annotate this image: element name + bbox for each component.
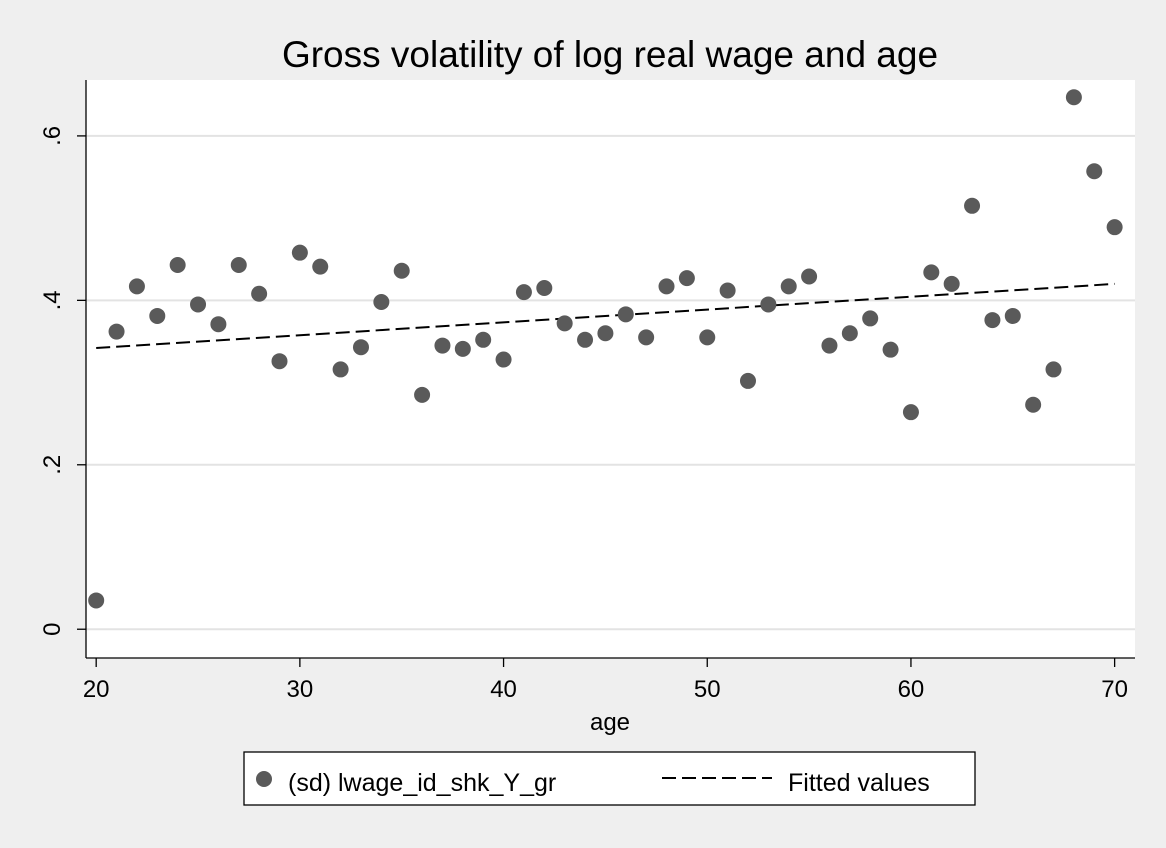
- scatter-point: [373, 293, 390, 310]
- x-tick-label: 20: [83, 676, 110, 703]
- legend-marker-icon: [256, 771, 272, 787]
- legend-box: [243, 751, 976, 806]
- scatter-point: [638, 329, 655, 346]
- scatter-point: [577, 331, 594, 348]
- scatter-point: [393, 262, 410, 279]
- scatter-point: [821, 337, 838, 354]
- scatter-point: [88, 592, 105, 609]
- scatter-point: [149, 307, 166, 324]
- scatter-point: [475, 331, 492, 348]
- scatter-point: [108, 323, 125, 340]
- scatter-point: [597, 325, 614, 342]
- fitted-line-layer: [96, 282, 1115, 350]
- x-tick-label: 30: [287, 676, 314, 703]
- scatter-point: [332, 361, 349, 378]
- scatter-point: [1106, 219, 1123, 236]
- y-tick-label: .2: [39, 455, 66, 475]
- x-axis-ticks: 20 30 40 50 60 70: [83, 658, 1128, 703]
- scatter-point: [536, 280, 553, 297]
- scatter-point: [251, 285, 268, 302]
- scatter-point: [1025, 396, 1042, 413]
- plot-area: [86, 80, 1135, 658]
- scatter-point: [760, 296, 777, 313]
- y-tick-label: .6: [39, 126, 66, 146]
- scatter-point: [739, 372, 756, 389]
- scatter-point: [291, 244, 308, 261]
- x-tick-label: 50: [694, 676, 721, 703]
- chart-title: Gross volatility of log real wage and ag…: [282, 34, 938, 75]
- scatter-point: [780, 278, 797, 295]
- legend-label-scatter: (sd) lwage_id_shk_Y_gr: [288, 769, 556, 797]
- scatter-point: [556, 315, 573, 332]
- fitted-line: [96, 282, 1115, 350]
- scatter-point: [841, 325, 858, 342]
- scatter-point: [678, 270, 695, 287]
- scatter-point: [169, 256, 186, 273]
- legend: (sd) lwage_id_shk_Y_gr Fitted values: [243, 751, 976, 806]
- scatter-point: [190, 296, 207, 313]
- scatter-point: [964, 197, 981, 214]
- scatter-point: [902, 404, 919, 421]
- x-axis-label: age: [590, 709, 630, 736]
- scatter-point: [312, 258, 329, 275]
- y-tick-label: 0: [39, 623, 66, 636]
- x-tick-label: 40: [490, 676, 517, 703]
- scatter-point: [801, 268, 818, 285]
- scatter-point: [943, 275, 960, 292]
- scatter-point: [617, 306, 634, 323]
- scatter-layer: [88, 89, 1123, 609]
- scatter-point: [414, 386, 431, 403]
- scatter-point: [882, 341, 899, 358]
- scatter-point: [210, 316, 227, 333]
- scatter-point: [128, 278, 145, 295]
- scatter-point: [495, 351, 512, 368]
- scatter-point: [923, 264, 940, 281]
- scatter-point: [1086, 163, 1103, 180]
- scatter-point: [230, 256, 247, 273]
- y-tick-label: .4: [39, 290, 66, 310]
- scatter-point: [1004, 307, 1021, 324]
- scatter-point: [862, 310, 879, 327]
- scatter-point: [658, 278, 675, 295]
- legend-label-fit: Fitted values: [788, 769, 930, 797]
- x-tick-label: 60: [898, 676, 925, 703]
- y-axis-ticks: 0 .2 .4 .6: [39, 126, 86, 636]
- scatter-point: [434, 337, 451, 354]
- scatter-point: [515, 284, 532, 301]
- scatter-point: [984, 312, 1001, 329]
- scatter-point: [719, 282, 736, 299]
- scatter-point: [699, 329, 716, 346]
- x-tick-label: 70: [1101, 676, 1128, 703]
- scatter-point: [1065, 89, 1082, 106]
- scatter-point: [1045, 361, 1062, 378]
- scatter-point: [454, 340, 471, 357]
- scatter-point: [271, 353, 288, 370]
- scatter-point: [352, 339, 369, 356]
